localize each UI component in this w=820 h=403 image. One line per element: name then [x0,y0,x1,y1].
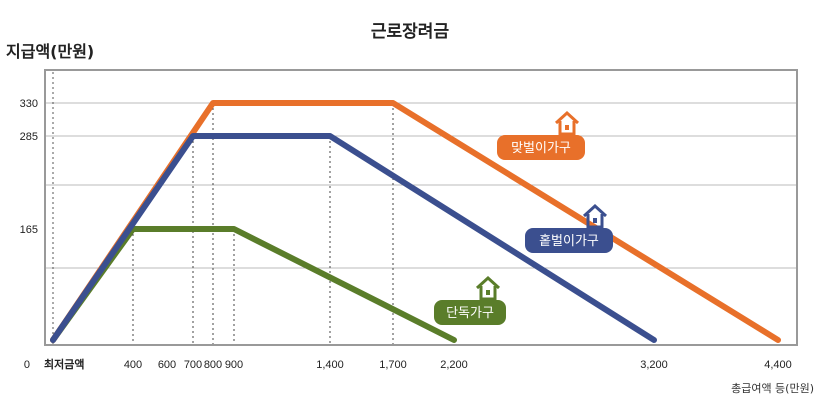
x-tick-label: 3,200 [640,359,668,371]
x-tick-label: 최저금액 [44,357,84,371]
plot-frame [44,69,798,346]
chart-title: 근로장려금 [370,22,450,42]
y-tick-label: 165 [20,224,38,236]
series-label: 맞벌이가구 [511,141,571,156]
house-icon [554,110,580,136]
house-icon [475,275,501,301]
x-tick-label: 2,200 [440,359,468,371]
x-tick-label: 4,400 [764,359,792,371]
y-axis-label: 지급액(만원) [6,42,95,61]
x-tick-label: 0 [24,359,30,371]
house-door-icon [565,125,569,130]
house-door-icon [486,290,490,295]
series-label-bubble [525,228,613,253]
series-label: 단독가구 [446,306,494,321]
x-tick-label: 900 [225,359,243,371]
series-label: 홑벌이가구 [539,234,599,249]
house-icon [582,203,608,229]
x-axis-label: 총급여액 등(만원) [731,382,814,395]
x-tick-label: 400 [124,359,142,371]
y-tick-label: 285 [20,131,38,143]
series-line [50,133,657,343]
x-tick-label: 1,400 [316,359,344,371]
series-label-bubble [497,135,585,160]
house-door-icon [593,218,597,223]
series-label-bubble [434,300,506,325]
x-tick-label: 600 [158,359,176,371]
y-tick-label: 330 [20,98,38,110]
x-tick-label: 1,700 [379,359,407,371]
x-tick-label: 800 [204,359,222,371]
x-tick-label: 700 [184,359,202,371]
